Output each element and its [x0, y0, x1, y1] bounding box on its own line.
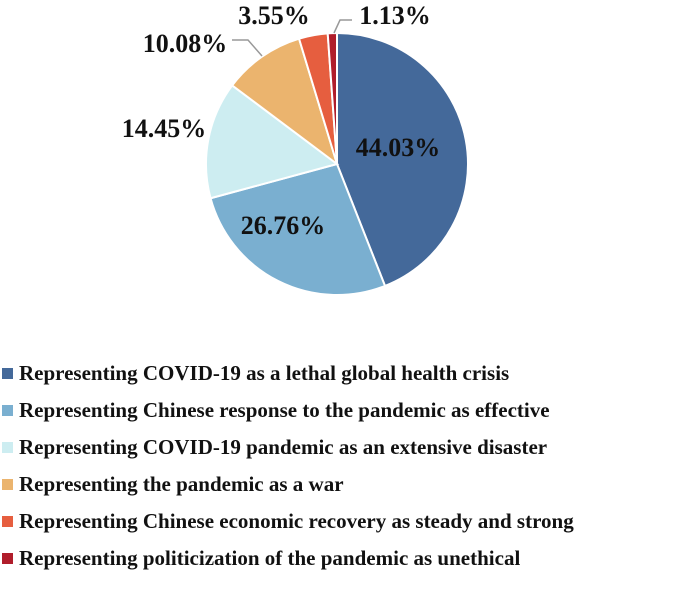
legend-swatch-icon: [2, 368, 13, 379]
legend-label: Representing Chinese economic recovery a…: [19, 509, 574, 533]
legend-swatch-icon: [2, 553, 13, 564]
pie-slice-2: [205, 84, 340, 200]
pie-slice-0: [336, 31, 469, 288]
slice-label-2: 14.45%: [122, 114, 207, 143]
slice-label-4: 3.55%: [238, 1, 310, 30]
legend-label: Representing politicization of the pande…: [19, 546, 521, 570]
legend-swatch-icon: [2, 405, 13, 416]
slice-label-1: 26.76%: [241, 211, 326, 240]
pie-slice-3: [230, 37, 339, 167]
legend-label: Representing COVID-19 as a lethal global…: [19, 361, 510, 385]
legend-label: Representing COVID-19 pandemic as an ext…: [19, 435, 548, 459]
pie-slice-5: [326, 31, 338, 165]
legend-label: Representing the pandemic as a war: [19, 472, 344, 496]
pie-slice-1: [209, 162, 387, 296]
leader-line-10.08: [232, 39, 263, 57]
pie-chart: 44.03% 26.76% 14.45% 10.08% 3.55% 1.13%: [122, 1, 469, 296]
legend-item: Representing COVID-19 pandemic as an ext…: [2, 429, 574, 466]
legend-item: Representing Chinese economic recovery a…: [2, 503, 574, 540]
chart-legend: Representing COVID-19 as a lethal global…: [2, 355, 574, 577]
legend-item: Representing Chinese response to the pan…: [2, 392, 574, 429]
legend-swatch-icon: [2, 516, 13, 527]
legend-swatch-icon: [2, 479, 13, 490]
legend-swatch-icon: [2, 442, 13, 453]
legend-item: Representing politicization of the pande…: [2, 540, 574, 577]
legend-item: Representing COVID-19 as a lethal global…: [2, 355, 574, 392]
legend-label: Representing Chinese response to the pan…: [19, 398, 550, 422]
slice-label-3: 10.08%: [143, 29, 228, 58]
leader-line-1.13: [333, 19, 352, 34]
slice-label-0: 44.03%: [356, 133, 441, 162]
legend-item: Representing the pandemic as a war: [2, 466, 574, 503]
slice-label-5: 1.13%: [359, 1, 431, 30]
